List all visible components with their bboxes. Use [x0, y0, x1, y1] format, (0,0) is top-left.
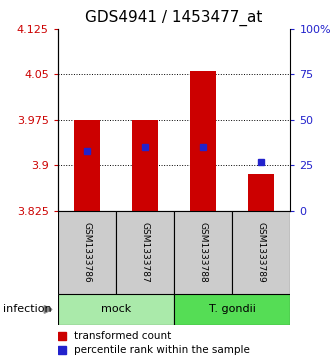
Text: infection: infection: [3, 305, 52, 314]
Text: mock: mock: [101, 305, 131, 314]
Text: T. gondii: T. gondii: [209, 305, 256, 314]
Text: GSM1333789: GSM1333789: [257, 222, 266, 283]
Bar: [174, 294, 290, 325]
Text: percentile rank within the sample: percentile rank within the sample: [74, 345, 250, 355]
Bar: [74, 120, 100, 211]
Bar: [190, 72, 216, 211]
Bar: [58, 211, 116, 294]
Bar: [232, 211, 290, 294]
Text: GSM1333787: GSM1333787: [141, 222, 149, 283]
Bar: [116, 211, 174, 294]
Text: transformed count: transformed count: [74, 331, 171, 341]
Text: GSM1333786: GSM1333786: [82, 222, 91, 283]
Bar: [174, 211, 232, 294]
Bar: [248, 174, 275, 211]
Text: GSM1333788: GSM1333788: [199, 222, 208, 283]
Title: GDS4941 / 1453477_at: GDS4941 / 1453477_at: [85, 10, 263, 26]
Bar: [58, 294, 174, 325]
Bar: [132, 120, 158, 211]
